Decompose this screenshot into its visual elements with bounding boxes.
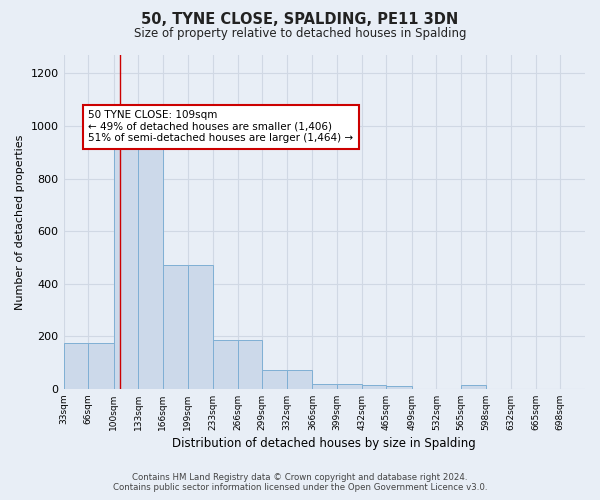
Bar xyxy=(163,266,188,389)
Bar xyxy=(362,385,386,389)
Bar xyxy=(386,386,412,389)
Bar xyxy=(88,343,113,389)
Text: Contains HM Land Registry data © Crown copyright and database right 2024.
Contai: Contains HM Land Registry data © Crown c… xyxy=(113,473,487,492)
Bar xyxy=(138,126,163,389)
Bar xyxy=(337,384,362,389)
Bar xyxy=(287,370,313,389)
X-axis label: Distribution of detached houses by size in Spalding: Distribution of detached houses by size … xyxy=(172,437,476,450)
Bar xyxy=(461,385,485,389)
Y-axis label: Number of detached properties: Number of detached properties xyxy=(15,134,25,310)
Text: 50, TYNE CLOSE, SPALDING, PE11 3DN: 50, TYNE CLOSE, SPALDING, PE11 3DN xyxy=(142,12,458,28)
Bar xyxy=(188,266,213,389)
Text: Size of property relative to detached houses in Spalding: Size of property relative to detached ho… xyxy=(134,28,466,40)
Bar xyxy=(313,384,337,389)
Bar xyxy=(113,134,138,389)
Bar xyxy=(262,370,287,389)
Text: 50 TYNE CLOSE: 109sqm
← 49% of detached houses are smaller (1,406)
51% of semi-d: 50 TYNE CLOSE: 109sqm ← 49% of detached … xyxy=(88,110,353,144)
Bar xyxy=(213,340,238,389)
Bar xyxy=(64,343,88,389)
Bar xyxy=(238,340,262,389)
